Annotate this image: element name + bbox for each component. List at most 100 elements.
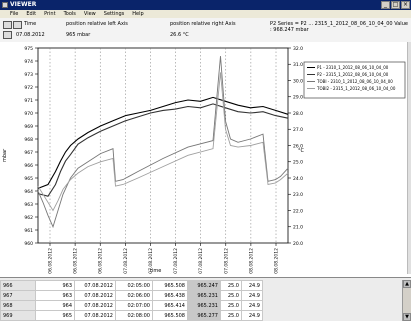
- menu-help[interactable]: Help: [132, 11, 144, 17]
- series-line-p1: [37, 96, 289, 189]
- scroll-up-icon[interactable]: ▲: [403, 280, 411, 288]
- y-left-tick-label: 964: [24, 189, 33, 195]
- minimize-button[interactable]: _: [381, 1, 390, 9]
- legend-label: TOBI2 - 2315_1_2012_08_06_10_04_00: [316, 86, 396, 91]
- y-right-tick-label: 28.0: [293, 111, 303, 117]
- table-cell[interactable]: 25.0: [220, 310, 242, 321]
- y-right-tick-label: 20.0: [293, 241, 303, 247]
- data-table-panel: 966 963 07.08.2012 02:05:00 965.508 965.247 25…: [0, 277, 411, 321]
- y-left-tick-label: 971: [24, 98, 33, 104]
- y-right-tick-label: 27.0: [293, 127, 303, 133]
- y-left-tick-label: 974: [24, 59, 33, 65]
- left-axis-label: position relative left Axis: [66, 21, 128, 27]
- menu-settings[interactable]: Settings: [103, 11, 125, 17]
- menu-edit[interactable]: Edit: [26, 11, 37, 17]
- menu-view[interactable]: View: [83, 11, 96, 17]
- table-cell[interactable]: 25.0: [220, 300, 242, 311]
- chart-area[interactable]: 975 974 973 972 971 970 969 968 967 966 965 964 963 9…: [0, 42, 411, 275]
- legend-label: P2 - 2315_1_2012_08_06_10_04_00: [317, 72, 389, 77]
- table-cell[interactable]: 24.9: [241, 300, 263, 311]
- table-cell[interactable]: 07.08.2012: [74, 290, 116, 301]
- table-cell[interactable]: 965: [35, 310, 75, 321]
- table-cell[interactable]: 24.9: [241, 280, 263, 291]
- calendar-icon[interactable]: [3, 31, 12, 39]
- y-axis-left: 975 974 973 972 971 970 969 968 967 966 965 964 963 9…: [24, 46, 38, 247]
- table-row[interactable]: 969 965 07.08.2012 02:08:00 965.508 965.277 25…: [0, 310, 263, 321]
- close-button[interactable]: ×: [401, 1, 410, 9]
- table-cell[interactable]: 07.08.2012: [74, 300, 116, 311]
- menu-tools[interactable]: Tools: [63, 11, 76, 17]
- right-axis-label: position relative right Axis: [170, 21, 236, 27]
- menu-print[interactable]: Print: [44, 11, 56, 17]
- table-scrollbar[interactable]: ▲ ▼: [402, 280, 411, 321]
- table-cell[interactable]: 965.231: [187, 290, 221, 301]
- table-cell[interactable]: 02:08:00: [115, 310, 153, 321]
- y-right-tick-label: 31.0: [293, 62, 303, 68]
- table-row[interactable]: 968 964 07.08.2012 02:07:00 965.414 965.231 25…: [0, 300, 263, 311]
- row-header[interactable]: 969: [0, 310, 36, 321]
- table-cell[interactable]: 07.08.2012: [74, 280, 116, 291]
- table-cell[interactable]: 965.414: [152, 300, 188, 311]
- chart-grid: [37, 47, 289, 244]
- y-right-tick-label: 29.0: [293, 95, 303, 101]
- legend-label: P1 - 2310_1_2012_08_06_10_04_00: [317, 65, 389, 70]
- left-axis-value: 965 mbar: [66, 32, 91, 38]
- row-header[interactable]: 967: [0, 290, 36, 301]
- table-cell[interactable]: 02:07:00: [115, 300, 153, 311]
- y-left-tick-label: 970: [24, 111, 33, 117]
- table-cell[interactable]: 965.247: [187, 280, 221, 291]
- row-header[interactable]: 968: [0, 300, 36, 311]
- y-axis-right: 32.0 31.0 30.0 29.0 28.0 27.0 26.0 25.0 24.0 23.0…: [288, 46, 303, 247]
- table-cell[interactable]: 965.277: [187, 310, 221, 321]
- x-tick-label: 06.08.2012: [48, 248, 54, 274]
- legend-label: TOBI - 2310_1_2012_08_06_10_04_00: [316, 79, 393, 84]
- table-cell[interactable]: 965.231: [187, 300, 221, 311]
- x-tick-label: 07.08.2012: [173, 248, 179, 274]
- series-info: P2 Series = P2 ... 2315_1_2012_08_06_10_…: [270, 21, 408, 33]
- x-tick-label: 06.08.2012: [73, 248, 79, 274]
- table-cell[interactable]: 963: [35, 280, 75, 291]
- table-cell[interactable]: 07.08.2012: [74, 310, 116, 321]
- maximize-button[interactable]: □: [391, 1, 400, 9]
- series-lines: [37, 56, 289, 229]
- table-row[interactable]: 967 963 07.08.2012 02:06:00 965.438 965.231 25…: [0, 290, 263, 301]
- table-cell[interactable]: 963: [35, 290, 75, 301]
- y-right-tick-label: 21.0: [293, 225, 303, 231]
- series-line-tobi2: [37, 72, 289, 212]
- x-axis-label: time: [150, 268, 161, 274]
- y-left-tick-label: 966: [24, 163, 33, 169]
- table-cell[interactable]: 25.0: [220, 280, 242, 291]
- y-left-tick-label: 969: [24, 124, 33, 130]
- menu-file[interactable]: File: [10, 11, 19, 17]
- y-left-tick-label: 960: [24, 241, 33, 247]
- y-right-tick-label: 25.0: [293, 160, 303, 166]
- x-tick-label: 08.08.2012: [248, 248, 254, 274]
- line-chart[interactable]: 975 974 973 972 971 970 969 968 967 966 965 964 963 9…: [0, 42, 411, 275]
- table-cell[interactable]: 24.9: [241, 290, 263, 301]
- time-label: Time: [24, 21, 37, 27]
- y-right-tick-label: 22.0: [293, 208, 303, 214]
- table-cell[interactable]: 965.508: [152, 280, 188, 291]
- table-cell[interactable]: 02:05:00: [115, 280, 153, 291]
- series-line-p2: [37, 103, 289, 197]
- window-title: VIEWER: [10, 1, 37, 8]
- y-left-tick-label: 973: [24, 72, 33, 78]
- y-right-tick-label: 23.0: [293, 192, 303, 198]
- y-left-tick-label: 961: [24, 228, 33, 234]
- app-icon: [2, 2, 8, 8]
- table-cell[interactable]: 24.9: [241, 310, 263, 321]
- y-left-tick-label: 963: [24, 202, 33, 208]
- y-right-tick-label: 24.0: [293, 176, 303, 182]
- table-cell[interactable]: 965.438: [152, 290, 188, 301]
- info-bar: Time 07.08.2012 position relative left A…: [0, 18, 411, 43]
- print-icon[interactable]: [3, 21, 12, 29]
- table-row[interactable]: 966 963 07.08.2012 02:05:00 965.508 965.247 25…: [0, 280, 263, 291]
- table-cell[interactable]: 25.0: [220, 290, 242, 301]
- chart-scrollbar[interactable]: [407, 42, 411, 274]
- row-header[interactable]: 966: [0, 280, 36, 291]
- table-cell[interactable]: 02:06:00: [115, 290, 153, 301]
- table-cell[interactable]: 965.508: [152, 310, 188, 321]
- table-cell[interactable]: 964: [35, 300, 75, 311]
- right-axis-value: 26.6 °C: [170, 32, 189, 38]
- save-icon[interactable]: [13, 21, 22, 29]
